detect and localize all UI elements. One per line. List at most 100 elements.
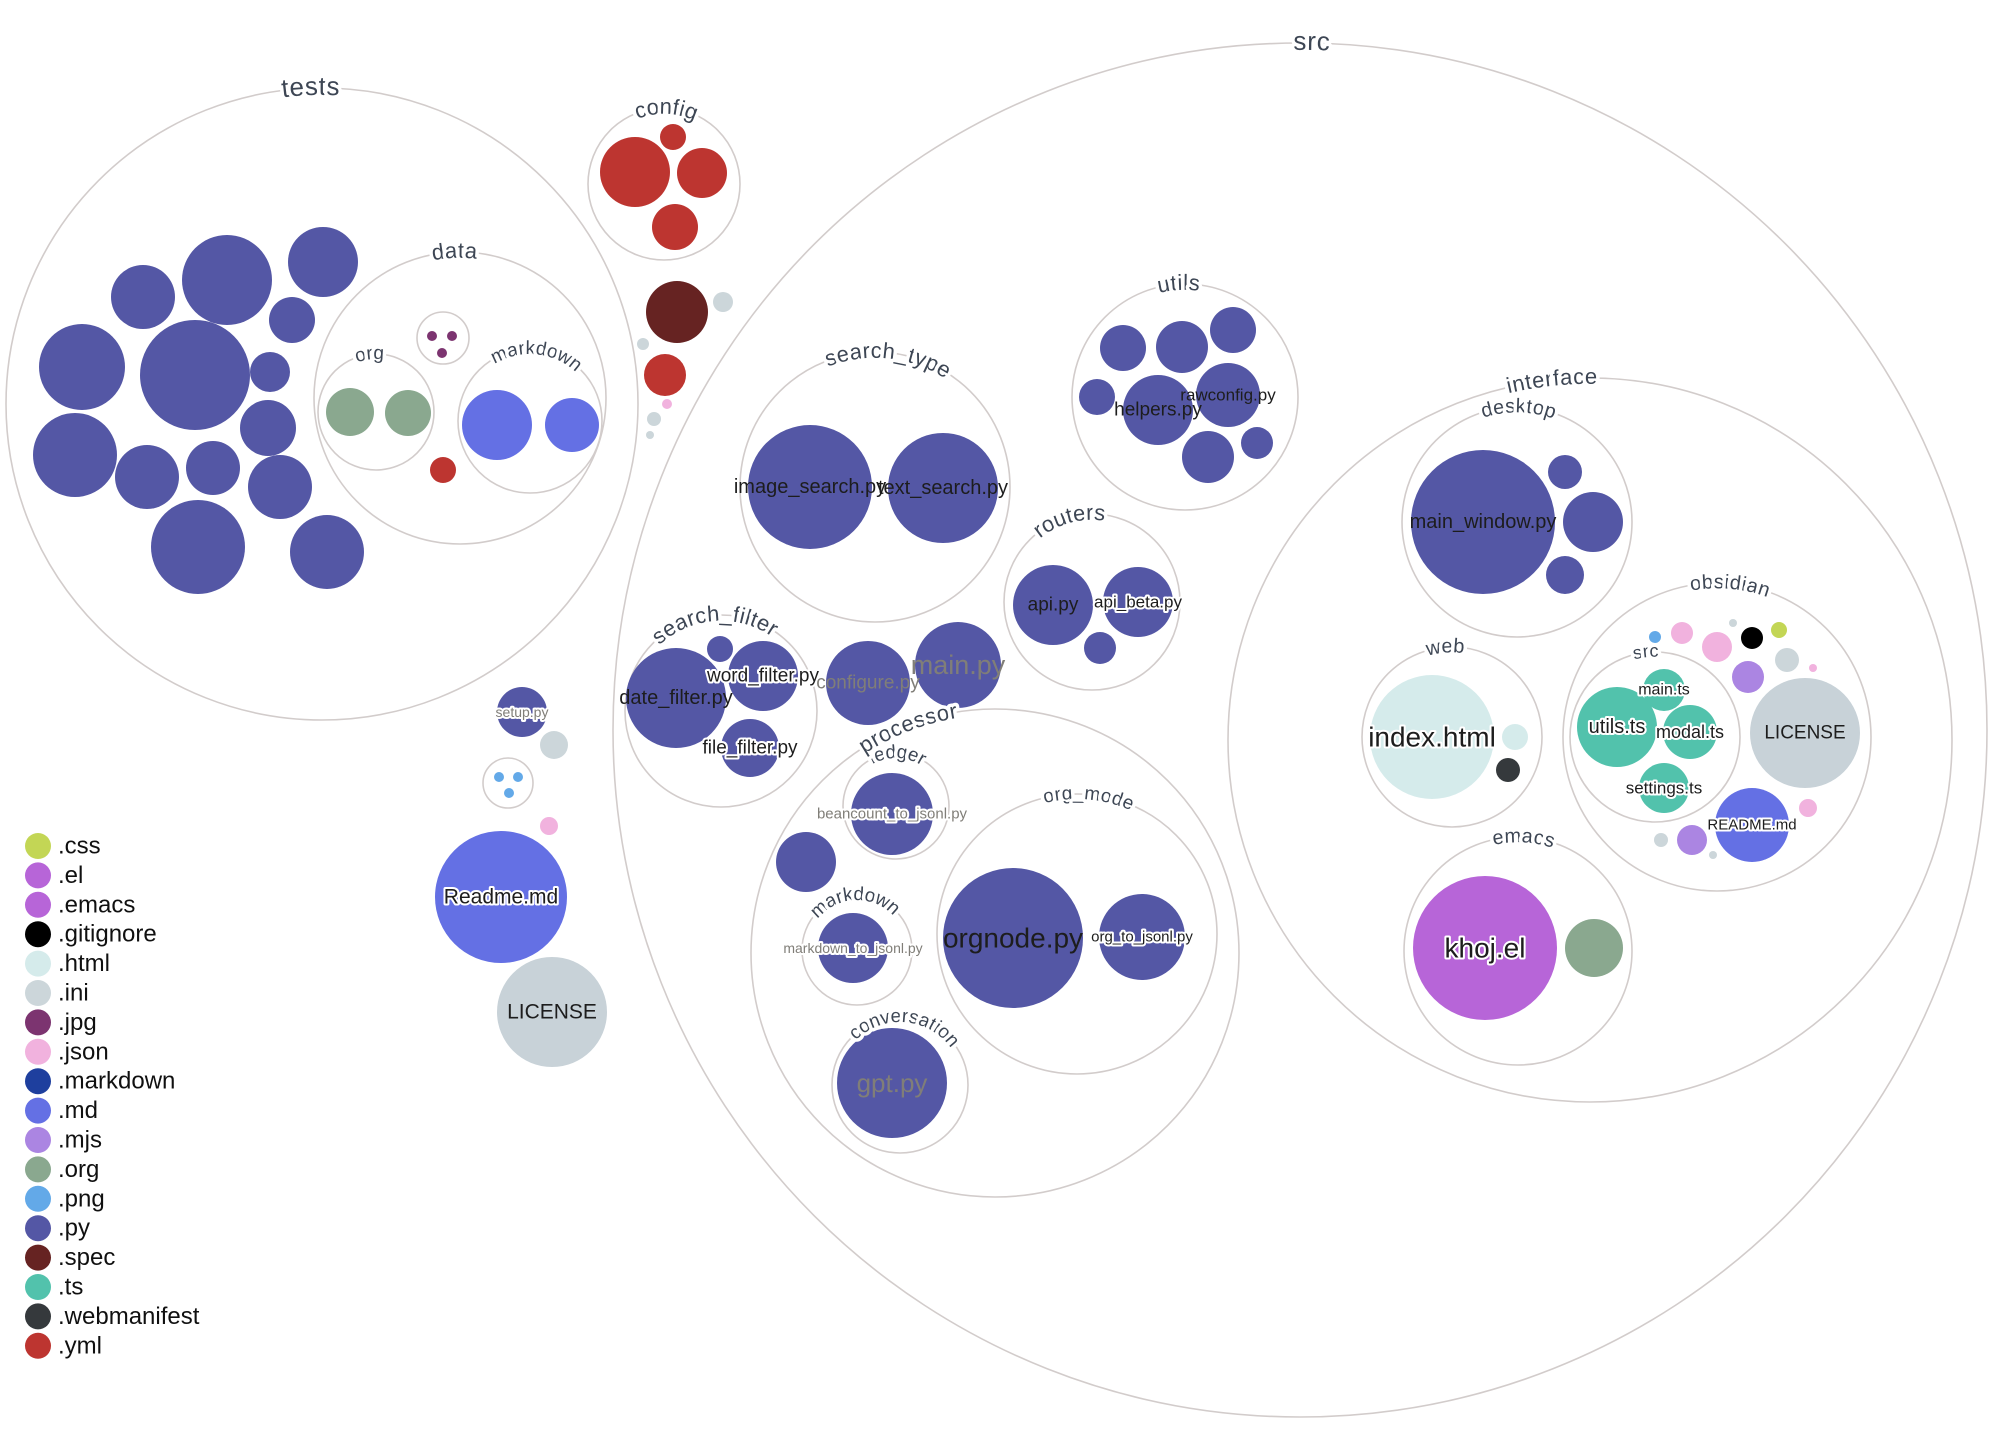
file-circle-yml-dot[interactable]	[652, 204, 698, 250]
file-circle-py-dot[interactable]	[707, 636, 733, 662]
file-circle-py-dot[interactable]	[1182, 431, 1234, 483]
file-circle-py-dot[interactable]	[111, 265, 175, 329]
file-circle-py-dot[interactable]	[248, 455, 312, 519]
file-circle-py-dot[interactable]	[1241, 427, 1273, 459]
file-circle-py-dot[interactable]	[269, 297, 315, 343]
file-circle-jpg-dot[interactable]	[447, 331, 457, 341]
file-circle-rawconfig.py[interactable]	[1196, 363, 1260, 427]
file-circle-py-dot[interactable]	[115, 445, 179, 509]
folder-circle-src[interactable]	[612, 42, 1988, 1418]
file-circle-utils.ts[interactable]	[1577, 687, 1657, 767]
file-circle-py-dot[interactable]	[140, 320, 250, 430]
file-circle-org-dot[interactable]	[326, 388, 374, 436]
file-circle-khoj.el[interactable]	[1413, 876, 1557, 1020]
file-circle-ini-dot[interactable]	[1729, 619, 1737, 627]
file-circle-json-dot[interactable]	[1702, 632, 1732, 662]
file-circle-setup.py[interactable]	[497, 687, 547, 737]
file-circle-date_filter.py[interactable]	[626, 648, 726, 748]
file-circle-md-dot[interactable]	[545, 398, 599, 452]
file-circle-configure.py[interactable]	[826, 641, 910, 725]
folder-circle-obsidian[interactable]	[1562, 582, 1872, 892]
file-circle-ini-dot[interactable]	[637, 338, 649, 350]
file-circle-png-dot[interactable]	[504, 788, 514, 798]
file-circle-json-dot[interactable]	[1671, 622, 1693, 644]
file-circle-yml-dot[interactable]	[430, 457, 456, 483]
folder-circle-ledger[interactable]	[842, 752, 950, 860]
file-circle-org-dot[interactable]	[385, 390, 431, 436]
file-circle-py-dot[interactable]	[290, 515, 364, 589]
file-circle-org-dot[interactable]	[1565, 919, 1623, 977]
file-circle-json-dot[interactable]	[662, 399, 672, 409]
file-circle-mjs-dot[interactable]	[1677, 825, 1707, 855]
file-circle-py-dot[interactable]	[39, 324, 125, 410]
folder-circle-src[interactable]	[1569, 651, 1741, 823]
folder-circle-web[interactable]	[1361, 646, 1543, 828]
file-circle-py-dot[interactable]	[1210, 307, 1256, 353]
file-circle-index.html[interactable]	[1370, 675, 1494, 799]
file-circle-gpt.py[interactable]	[837, 1028, 947, 1138]
file-circle-main_window.py[interactable]	[1411, 450, 1555, 594]
file-circle-file_filter.py[interactable]	[721, 719, 779, 777]
file-circle-word_filter.py[interactable]	[728, 641, 798, 711]
file-circle-text_search.py[interactable]	[888, 433, 998, 543]
file-circle-ini-dot[interactable]	[540, 731, 568, 759]
file-circle-beancount_to_jsonl.py[interactable]	[851, 773, 933, 855]
file-circle-py-dot[interactable]	[151, 500, 245, 594]
file-circle-py-dot[interactable]	[1546, 556, 1584, 594]
file-circle-png-dot[interactable]	[1649, 631, 1661, 643]
folder-circle-desktop[interactable]	[1401, 406, 1633, 638]
file-circle-py-dot[interactable]	[250, 352, 290, 392]
file-circle-json-dot[interactable]	[540, 817, 558, 835]
file-circle-org_to_jsonl.py[interactable]	[1099, 894, 1185, 980]
file-circle-settings.ts[interactable]	[1639, 763, 1689, 813]
file-circle-ini-dot[interactable]	[647, 412, 661, 426]
file-circle-py-dot[interactable]	[1100, 325, 1146, 371]
folder-circle-org_mode[interactable]	[936, 793, 1218, 1075]
file-circle-json-dot[interactable]	[1809, 664, 1817, 672]
file-circle-py-dot[interactable]	[1156, 321, 1208, 373]
file-circle-py-dot[interactable]	[288, 227, 358, 297]
file-circle-markdown_to_jsonl.py[interactable]	[818, 913, 888, 983]
file-circle-py-dot[interactable]	[240, 400, 296, 456]
file-circle-gitignore-dot[interactable]	[1741, 627, 1763, 649]
file-circle-image_search.py[interactable]	[748, 425, 872, 549]
file-circle-helpers.py[interactable]	[1123, 375, 1193, 445]
file-circle-webmanifest-dot[interactable]	[1496, 758, 1520, 782]
folder-circle-utils[interactable]	[1071, 283, 1299, 511]
file-circle-yml-dot[interactable]	[677, 148, 727, 198]
folder-circle-markdown[interactable]	[457, 348, 603, 494]
folder-circle-search_type[interactable]	[739, 351, 1011, 623]
file-circle-jpg-dot[interactable]	[427, 331, 437, 341]
folder-circle-config[interactable]	[587, 107, 741, 261]
file-circle-mjs-dot[interactable]	[1732, 661, 1764, 693]
file-circle-py-dot[interactable]	[776, 832, 836, 892]
file-circle-png-dot[interactable]	[494, 772, 504, 782]
file-circle-css-dot[interactable]	[1771, 622, 1787, 638]
folder-circle-data[interactable]	[313, 251, 607, 545]
file-circle-api.py[interactable]	[1013, 565, 1093, 645]
file-circle-py-dot[interactable]	[1084, 632, 1116, 664]
folder-circle-routers[interactable]	[1003, 513, 1181, 691]
file-circle-ini-dot[interactable]	[1709, 851, 1717, 859]
file-circle-md-dot[interactable]	[462, 390, 532, 460]
file-circle-py-dot[interactable]	[1548, 455, 1582, 489]
file-circle-spec-dot[interactable]	[646, 281, 708, 343]
file-circle-LICENSE[interactable]	[497, 957, 607, 1067]
file-circle-py-dot[interactable]	[1079, 379, 1115, 415]
file-circle-jpg-dot[interactable]	[437, 348, 447, 358]
folder-circle-unnamed[interactable]	[416, 311, 470, 365]
folder-circle-org[interactable]	[317, 353, 435, 471]
file-circle-modal.ts[interactable]	[1663, 705, 1717, 759]
file-circle-yml-dot[interactable]	[660, 124, 686, 150]
file-circle-ini-dot[interactable]	[646, 431, 654, 439]
folder-circle-processor[interactable]	[750, 708, 1240, 1198]
file-circle-ini-dot[interactable]	[1654, 833, 1668, 847]
file-circle-py-dot[interactable]	[33, 413, 117, 497]
file-circle-main.ts[interactable]	[1643, 669, 1685, 711]
file-circle-html-dot[interactable]	[1502, 724, 1528, 750]
file-circle-py-dot[interactable]	[182, 235, 272, 325]
file-circle-ini-dot[interactable]	[713, 292, 733, 312]
file-circle-LICENSE[interactable]	[1750, 678, 1860, 788]
file-circle-api_beta.py[interactable]	[1103, 567, 1173, 637]
folder-circle-emacs[interactable]	[1403, 836, 1633, 1066]
